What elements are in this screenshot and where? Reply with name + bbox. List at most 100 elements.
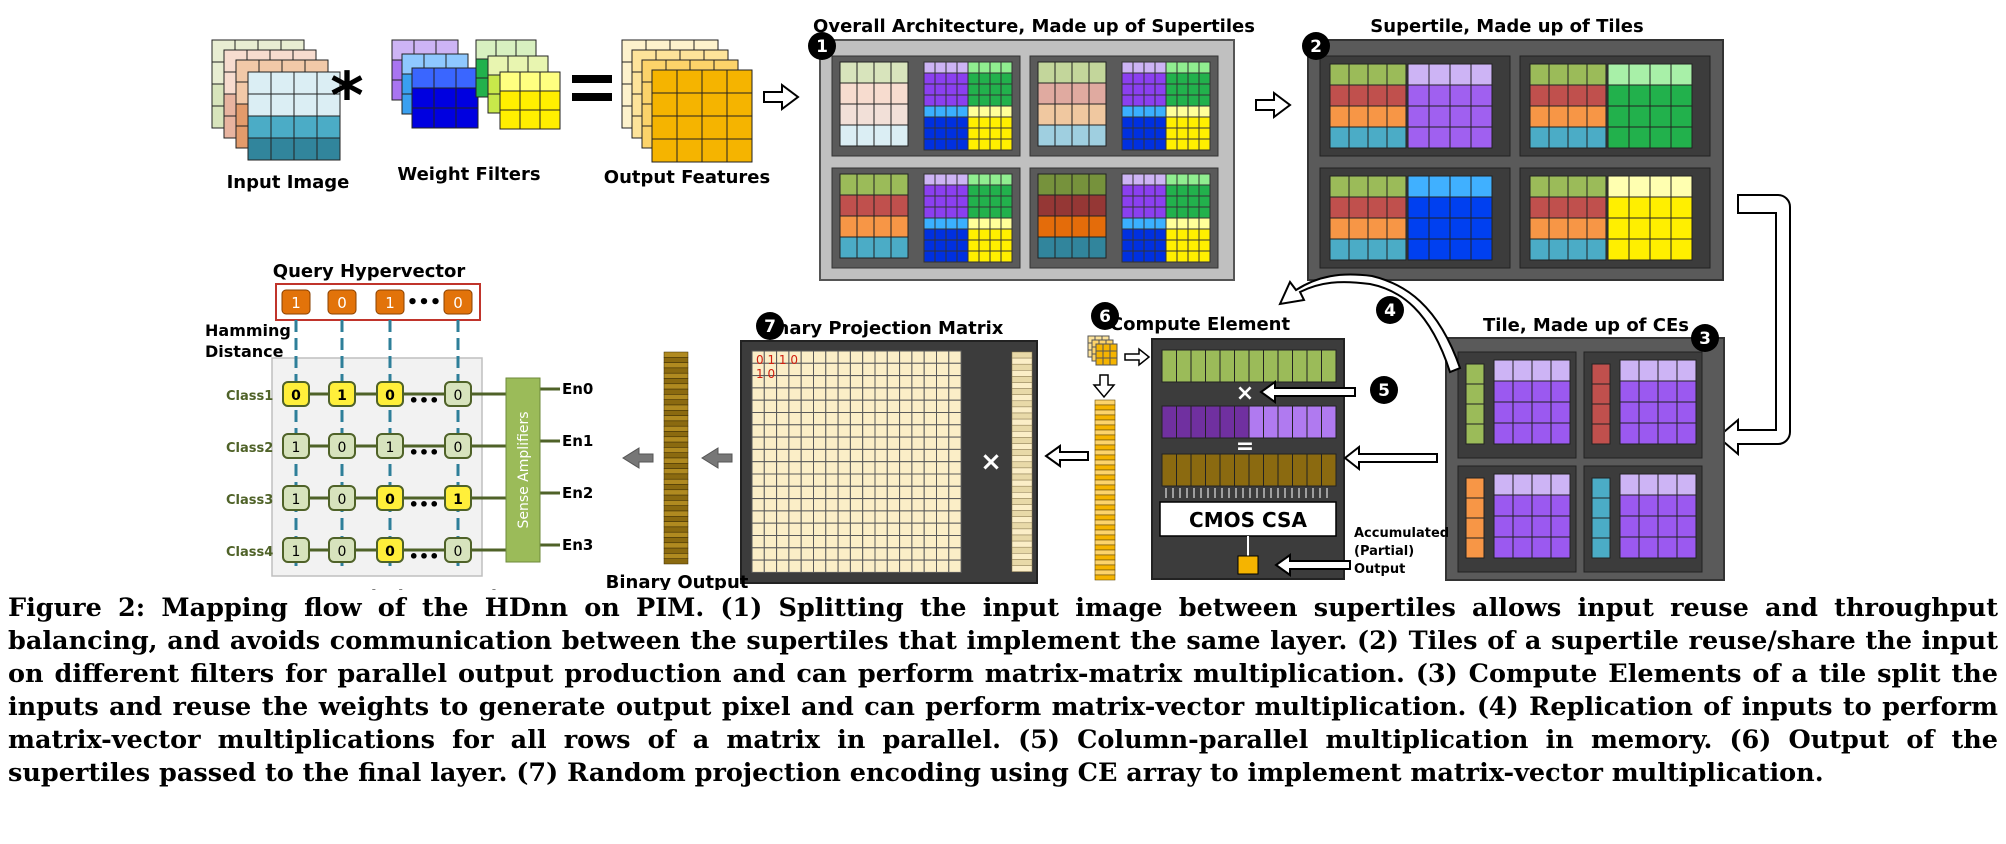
- grid-cell: [800, 559, 815, 573]
- grid-cell: [1607, 63, 1630, 86]
- projection-input-cell: [1011, 370, 1033, 377]
- query-bit-value: 0: [337, 294, 347, 312]
- grid-cell: [1132, 72, 1145, 85]
- grid-cell: [800, 436, 815, 450]
- grid-cell: [945, 184, 958, 197]
- step-badge: [808, 32, 836, 60]
- grid-cell: [978, 105, 991, 118]
- grid-cell: [923, 559, 938, 573]
- grid-cell: [1109, 343, 1118, 352]
- grid-cell: [886, 485, 901, 500]
- grid-cell: [1121, 105, 1134, 118]
- grid-cell: [967, 72, 980, 85]
- grid-cell: [1037, 194, 1056, 217]
- grid-cell: [411, 87, 435, 109]
- ce-inputs: [1465, 363, 1485, 445]
- grid-cell: [1000, 228, 1013, 241]
- step-badge-number: 5: [1378, 381, 1390, 401]
- class-bit: [328, 433, 356, 459]
- grid-cell: [899, 535, 913, 549]
- projection-input-cell: [1011, 492, 1033, 499]
- grid-cell: [862, 448, 876, 463]
- grid-cell: [873, 124, 892, 147]
- arrow-accumulated: [1274, 553, 1351, 577]
- grid-cell: [788, 547, 802, 561]
- grid-cell: [433, 107, 457, 129]
- grid-cell: [1550, 494, 1571, 517]
- grid-cell: [899, 522, 913, 537]
- grid-cell: [1638, 422, 1659, 445]
- grid-cell: [813, 375, 827, 389]
- grid-cell: [862, 436, 876, 450]
- grid-cell: [1000, 184, 1013, 197]
- grid-cell: [923, 387, 938, 401]
- grid-cell: [989, 184, 1002, 197]
- grid-cell: [1198, 83, 1211, 96]
- grid-cell: [1165, 94, 1178, 107]
- grid-cell: [1649, 238, 1672, 261]
- grid-cell: [945, 61, 958, 74]
- grid-cell: [1121, 116, 1134, 129]
- grid-cell: [316, 137, 341, 161]
- ce-input-row: [1161, 349, 1337, 383]
- grid-cell: [923, 206, 936, 219]
- grid-cell: [874, 473, 888, 487]
- grid-cell: [948, 522, 962, 537]
- grid-cell: [519, 109, 541, 130]
- grid-cell: [1649, 105, 1672, 128]
- projection-input-cell: [1011, 394, 1033, 402]
- grid-cell: [890, 61, 909, 84]
- grid-cell: [890, 173, 909, 196]
- grid-cell: [1548, 196, 1569, 219]
- grid-cell: [519, 71, 541, 92]
- grid-cell: [1428, 196, 1451, 219]
- supertile-weights-a: [923, 61, 969, 107]
- grid-cell: [751, 436, 765, 450]
- projection-input-cell: [1011, 540, 1033, 548]
- grid-cell: [825, 436, 839, 450]
- grid-cell: [1176, 206, 1189, 219]
- grid-cell: [886, 522, 901, 537]
- grid-cell: [1263, 349, 1279, 383]
- grid-cell: [1638, 380, 1659, 403]
- grid-cell: [1190, 453, 1206, 487]
- grid-cell: [1187, 94, 1200, 107]
- projection-input-cell: [1011, 559, 1033, 566]
- grid-cell: [1449, 126, 1472, 149]
- grid-cell: [1054, 236, 1073, 259]
- tile-title: Tile, Made up of CEs: [1483, 315, 1689, 336]
- step-badge: [756, 312, 784, 340]
- grid-cell: [899, 461, 913, 475]
- projection-input-cell: [1011, 357, 1033, 365]
- grid-cell: [1143, 61, 1156, 74]
- grid-cell: [1531, 422, 1552, 445]
- grid-cell: [1154, 61, 1167, 74]
- grid-cell: [1567, 126, 1588, 149]
- grid-cell: [886, 535, 901, 549]
- grid-cell: [989, 206, 1002, 219]
- grid-cell: [1154, 173, 1167, 186]
- grid-cell: [1095, 357, 1104, 366]
- class-bit-value: 0: [454, 388, 463, 404]
- grid-cell: [948, 510, 962, 524]
- grid-cell: [1187, 173, 1200, 186]
- grid-cell: [1470, 238, 1493, 261]
- ce-ticks: [1165, 488, 1328, 498]
- grid-cell: [776, 448, 790, 463]
- grid-cell: [1638, 473, 1659, 496]
- projection-input-cell: [1011, 546, 1033, 554]
- grid-cell: [1386, 63, 1407, 86]
- grid-cell: [849, 448, 864, 463]
- grid-cell: [1054, 124, 1073, 147]
- grid-cell: [1493, 494, 1514, 517]
- grid-cell: [1176, 250, 1189, 263]
- grid-cell: [1109, 357, 1118, 366]
- hv-cell: [663, 404, 689, 411]
- grid-cell: [1367, 175, 1388, 198]
- grid-cell: [911, 362, 925, 377]
- grid-cell: [1449, 63, 1472, 86]
- grid-cell: [1386, 217, 1407, 240]
- grid-cell: [1449, 84, 1472, 107]
- grid-cell: [873, 61, 892, 84]
- grid-cell: [978, 206, 991, 219]
